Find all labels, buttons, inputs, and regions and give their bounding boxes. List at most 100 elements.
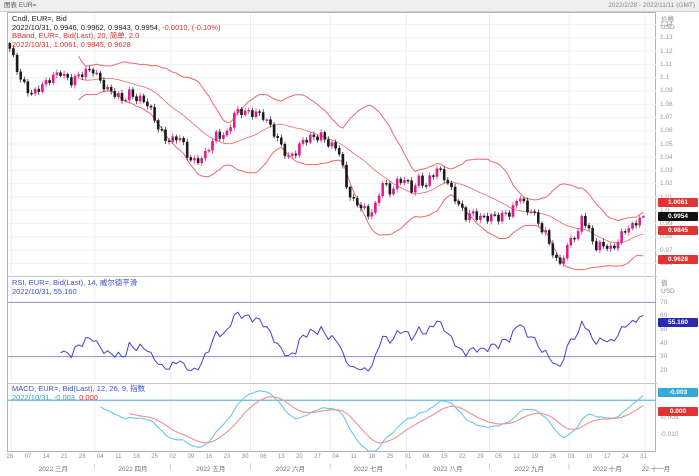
candle-body	[403, 180, 406, 184]
candle-body	[410, 180, 413, 193]
candle-body	[193, 158, 196, 161]
candle-body	[377, 195, 381, 204]
candle-body	[185, 141, 189, 158]
candle-body	[330, 142, 334, 147]
macd-signal-line	[129, 396, 644, 444]
candle-body	[414, 185, 417, 193]
candle-body	[486, 215, 490, 222]
candle-body	[251, 110, 254, 117]
candle-body	[634, 223, 638, 226]
candle-body	[356, 198, 359, 206]
main-axis-title: 价格 USD	[661, 16, 675, 31]
candle-body	[348, 186, 352, 198]
candle-legend-title: Cndl, EUR=, Bid	[12, 14, 67, 23]
candle-body	[446, 179, 450, 184]
candle-body	[127, 89, 131, 101]
candle-body	[146, 101, 149, 107]
window-titlebar: 图表 EUR= 2022/2/28 - 2022/11/11 (GMT)	[0, 0, 699, 12]
candle-body	[305, 139, 309, 143]
candle-body	[41, 83, 44, 92]
candle-body	[558, 257, 562, 264]
candle-body	[471, 211, 475, 214]
panel-separator-2	[7, 383, 657, 384]
candle-body	[309, 134, 312, 143]
candle-body	[312, 134, 316, 137]
candle-body	[432, 175, 435, 177]
candle-body	[508, 212, 511, 217]
candle-body	[468, 213, 471, 220]
window-title: 图表 EUR=	[4, 2, 37, 9]
candle-body	[562, 257, 565, 264]
candle-body	[160, 128, 164, 131]
macd-line	[100, 390, 644, 452]
candle-body	[189, 157, 193, 161]
candle-body	[370, 212, 374, 217]
candle-body	[511, 205, 515, 217]
candle-body	[240, 108, 243, 115]
candle-body	[613, 245, 616, 249]
candle-body	[59, 72, 62, 76]
candle-body	[616, 241, 620, 249]
candle-body	[70, 77, 73, 86]
candle-body	[62, 73, 66, 76]
candle-body	[631, 223, 634, 229]
candle-body	[84, 68, 88, 78]
candle-body	[319, 132, 323, 141]
candle-body	[283, 143, 287, 157]
candle-body	[555, 254, 558, 259]
candle-body	[421, 175, 424, 186]
candle-body	[406, 180, 410, 182]
candle-body	[515, 200, 518, 206]
candle-body	[120, 93, 124, 101]
candle-body	[595, 241, 598, 251]
candle-body	[131, 89, 135, 97]
macd-legend-values: 2022/10/31, -0.003, 0.000	[12, 393, 145, 403]
candle-body	[113, 91, 117, 98]
candle-body	[475, 211, 479, 220]
candle-body	[327, 139, 330, 147]
candle-legend-values: 2022/10/31, 0.9946, 0.9962, 0.9943, 0.99…	[12, 23, 221, 33]
candle-body	[598, 241, 602, 251]
macd-legend: MACD, EUR=, Bid(Last), 12, 26, 9, 指数 202…	[12, 384, 145, 403]
candle-body	[345, 164, 348, 188]
candle-body	[142, 95, 146, 103]
candle-body	[164, 129, 167, 141]
candle-body	[269, 119, 272, 125]
candle-body	[66, 73, 69, 78]
candle-body	[587, 225, 591, 229]
candle-body	[450, 182, 453, 188]
candle-body	[497, 214, 500, 222]
candle-body	[254, 111, 258, 117]
candle-body	[537, 212, 540, 224]
bband-legend-title: BBand, EUR=, Bid(Last), 20, 简单, 2.0	[12, 31, 140, 40]
rsi-legend: RSI, EUR=, Bid(Last), 14, 威尔德平滑 2022/10/…	[12, 278, 137, 296]
candle-body	[124, 99, 127, 102]
candle-body	[167, 140, 171, 142]
candle-body	[98, 72, 102, 81]
candle-body	[298, 143, 301, 156]
candle-body	[609, 245, 612, 249]
candle-body	[544, 230, 547, 233]
candle-body	[623, 231, 627, 233]
candle-body	[605, 245, 609, 249]
candle-body	[442, 169, 446, 181]
candle-body	[44, 80, 48, 85]
candle-body	[225, 130, 229, 136]
candle-body	[580, 215, 584, 232]
candle-body	[363, 206, 366, 209]
candle-body	[359, 204, 363, 209]
candle-body	[500, 212, 504, 222]
candle-body	[551, 243, 555, 256]
candle-body	[247, 110, 251, 112]
candle-body	[602, 241, 605, 247]
candle-body	[174, 136, 178, 141]
candle-body	[526, 200, 529, 213]
candle-body	[399, 178, 403, 184]
candle-body	[106, 86, 109, 90]
candle-body	[33, 88, 37, 94]
candle-body	[15, 54, 19, 72]
price-axis-unit: USD	[661, 23, 675, 31]
candle-body	[576, 231, 580, 240]
